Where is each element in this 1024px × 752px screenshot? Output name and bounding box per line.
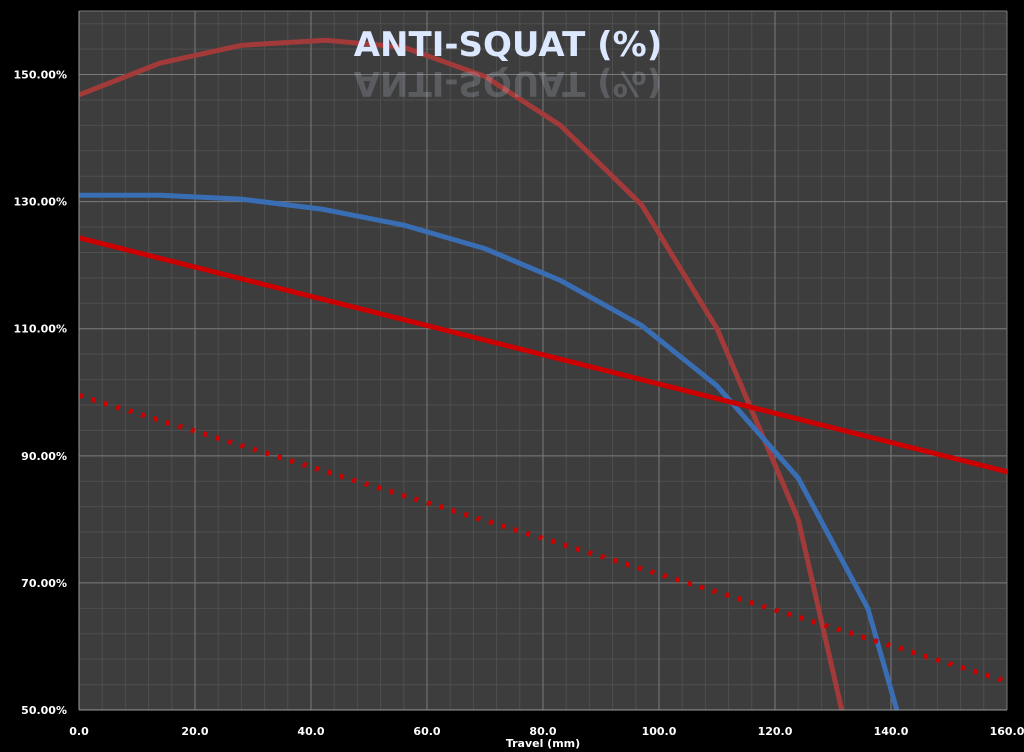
series-line-4 — [79, 393, 1007, 684]
y-tick-label: 130.00% — [14, 196, 67, 209]
series-line-1 — [79, 37, 845, 710]
x-axis-title: Travel (mm) — [506, 737, 580, 750]
chart-title: ANTI-SQUAT (%) — [354, 25, 663, 65]
x-tick-label: 140.0 — [874, 725, 909, 738]
series-layer — [79, 37, 1007, 710]
x-tick-label: 0.0 — [69, 725, 89, 738]
x-axis-ticks: 0.0 20.0 40.0 60.0 80.0 100.0 120.0 140.0 160.0 — [69, 709, 1024, 738]
x-tick-label: 60.0 — [413, 725, 440, 738]
y-tick-label: 90.00% — [21, 450, 67, 463]
series-line-3 — [79, 235, 1007, 475]
series-line-2 — [79, 192, 900, 710]
chart-title-reflection: ANTI-SQUAT (%) — [354, 63, 663, 103]
x-tick-label: 120.0 — [758, 725, 793, 738]
x-tick-label: 100.0 — [642, 725, 677, 738]
x-tick-label: 160.0 — [990, 725, 1024, 738]
x-tick-label: 20.0 — [181, 725, 208, 738]
y-tick-label: 50.00% — [21, 704, 67, 717]
y-tick-label: 70.00% — [21, 577, 67, 590]
y-axis-ticks: 50.00% 70.00% 90.00% 110.00% 130.00% 150.00% — [14, 11, 80, 717]
x-tick-label: 80.0 — [529, 725, 556, 738]
x-tick-label: 40.0 — [297, 725, 324, 738]
y-tick-label: 110.00% — [14, 323, 67, 336]
y-tick-label: 150.00% — [14, 69, 67, 82]
